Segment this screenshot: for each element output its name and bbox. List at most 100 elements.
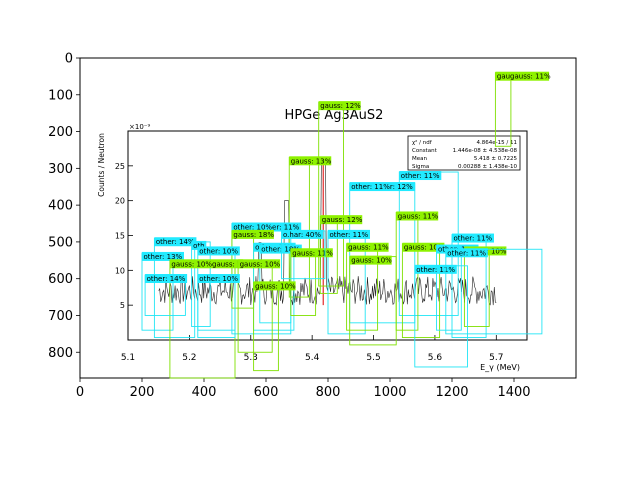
stats-box [407,135,521,171]
inner-x-tick-label: 5.3 [244,353,258,363]
inner-x-tick-label: 5.7 [489,353,503,363]
inner-y-tick-label: 5 [120,301,125,310]
chart-title: HPGe Ag3AuS2 [285,108,384,123]
detection-box [445,248,543,335]
detection-box [318,101,344,287]
detection-label: other: 11%r: 12% [351,183,413,191]
detection-label-bg [495,71,550,81]
x-tick-label: 800 [316,385,341,400]
detection-box [237,259,273,353]
inner-x-tick-label: 5.2 [182,353,196,363]
inner-x-tick-label: 5.1 [121,353,135,363]
detection-label-bg [231,229,274,239]
x-tick-label: 200 [130,385,155,400]
detection-label-bg [197,274,240,284]
detection-label: gauss: 11% [348,244,389,252]
stats-label: χ² / ndf [412,139,433,146]
detection-label-bg [191,240,207,250]
detection-label: other: 11% [454,235,493,243]
detection-box [494,72,512,147]
detection-label-bg [142,251,184,261]
stats-label: Mean [412,156,427,162]
detection-label-bg [253,281,296,291]
detection-label: gaugauss: 11% [497,73,551,81]
detection-label: other: 10% [199,275,238,283]
detection-label: other: 10% [199,247,238,255]
detection-label: other: 11% [330,231,369,239]
inner-y-tick-label: 20 [115,197,125,206]
y-tick-label: 300 [48,162,73,177]
detection-label-bg [281,229,324,239]
inner-y-tick-label: 25 [115,162,125,171]
detection-label-bg [402,242,445,252]
detection-label-bg [346,242,389,252]
detection-label-bg [414,264,457,274]
detection-label: gauss: 11% [292,249,333,257]
detection-label: gauss: 10% [240,260,281,268]
detection-label: other: 11% [447,249,486,257]
detection-label-bg [318,101,361,111]
detection-label: gauss: 10% [351,257,392,265]
detection-label: gauss: 12% [320,102,361,110]
inner-x-tick-label: 5.5 [366,353,380,363]
outer-axes: 0 200 400 600 800 1000 1200 1400010020030040050… [48,52,577,400]
detection-label: other: 13% [144,253,183,261]
stats-value: 1.446e-08 ± 4.538e-08 [453,148,518,154]
detection-label-bg [399,171,442,181]
inner-y-label: Counts / Neutron [97,133,106,197]
detection-label: gauss: 12% [322,216,363,224]
stats-value: 0.00288 ± 1.438e-10 [458,164,517,170]
detection-label-bg [197,246,240,256]
y-tick-label: 700 [48,309,73,324]
y-tick-label: 800 [48,346,73,361]
y-tick-label: 200 [48,125,73,140]
detection-label: gauss: 13% [291,157,332,165]
y-tick-label: 400 [48,199,73,214]
detection-box [197,274,236,338]
detection-label-bg [445,248,488,258]
inner-x-tick-label: 5.6 [428,353,443,363]
detection-box [349,182,416,324]
detection-label-bg [290,248,333,258]
stats-value: 5.418 ± 0.7225 [474,156,518,162]
detection-label: other: 11% [416,266,455,274]
detection-box [349,256,397,346]
detection-label-bg [145,274,188,284]
detection-label: other: 11% [401,172,440,180]
detection-label: gauss: 10%gauss: 1 [171,260,241,268]
x-tick-label: 1200 [435,385,468,400]
inner-x-label: E_γ (MeV) [480,363,520,372]
detection-label: gauss: 10% [404,244,445,252]
y-tick-label: 100 [48,88,73,103]
detection-label: gauss: 10% [255,282,296,290]
detection-label-bg [289,156,332,166]
detection-label: oth [193,242,204,250]
detection-box [463,246,490,327]
detection-boxes: gaugauss: 11% gauss: 12% gauss: 13% other: … [141,71,551,379]
x-tick-label: 1400 [497,385,530,400]
detection-label: gauss: 11% [398,212,439,220]
detection-label-bg [349,182,416,192]
y-tick-label: 600 [48,272,73,287]
inner-y-exponent: ×10⁻⁹ [129,123,150,131]
detection-label: gauss: 18% [233,231,274,239]
detection-label: other: 18% [261,246,300,254]
detection-label-bg [231,222,302,232]
detection-label-bg [320,215,363,225]
y-tick-label: 500 [48,235,73,250]
detection-label: other: 10%er: 11% [233,224,299,232]
x-tick-label: 400 [192,385,217,400]
detection-box [141,252,174,331]
detection-box [414,265,468,368]
x-tick-label: 600 [254,385,279,400]
inner-y-tick-label: 10 [115,266,125,275]
stats-label: Constant [412,148,438,154]
detection-label: o.har: 40% [283,231,321,239]
inner-y-tick-label: 15 [115,232,125,241]
detection-label: other: 14% [156,238,195,246]
stats-value: 4.864e-15 / 11 [477,140,517,146]
detection-label-bg [349,255,392,265]
x-tick-label: 1000 [373,385,406,400]
